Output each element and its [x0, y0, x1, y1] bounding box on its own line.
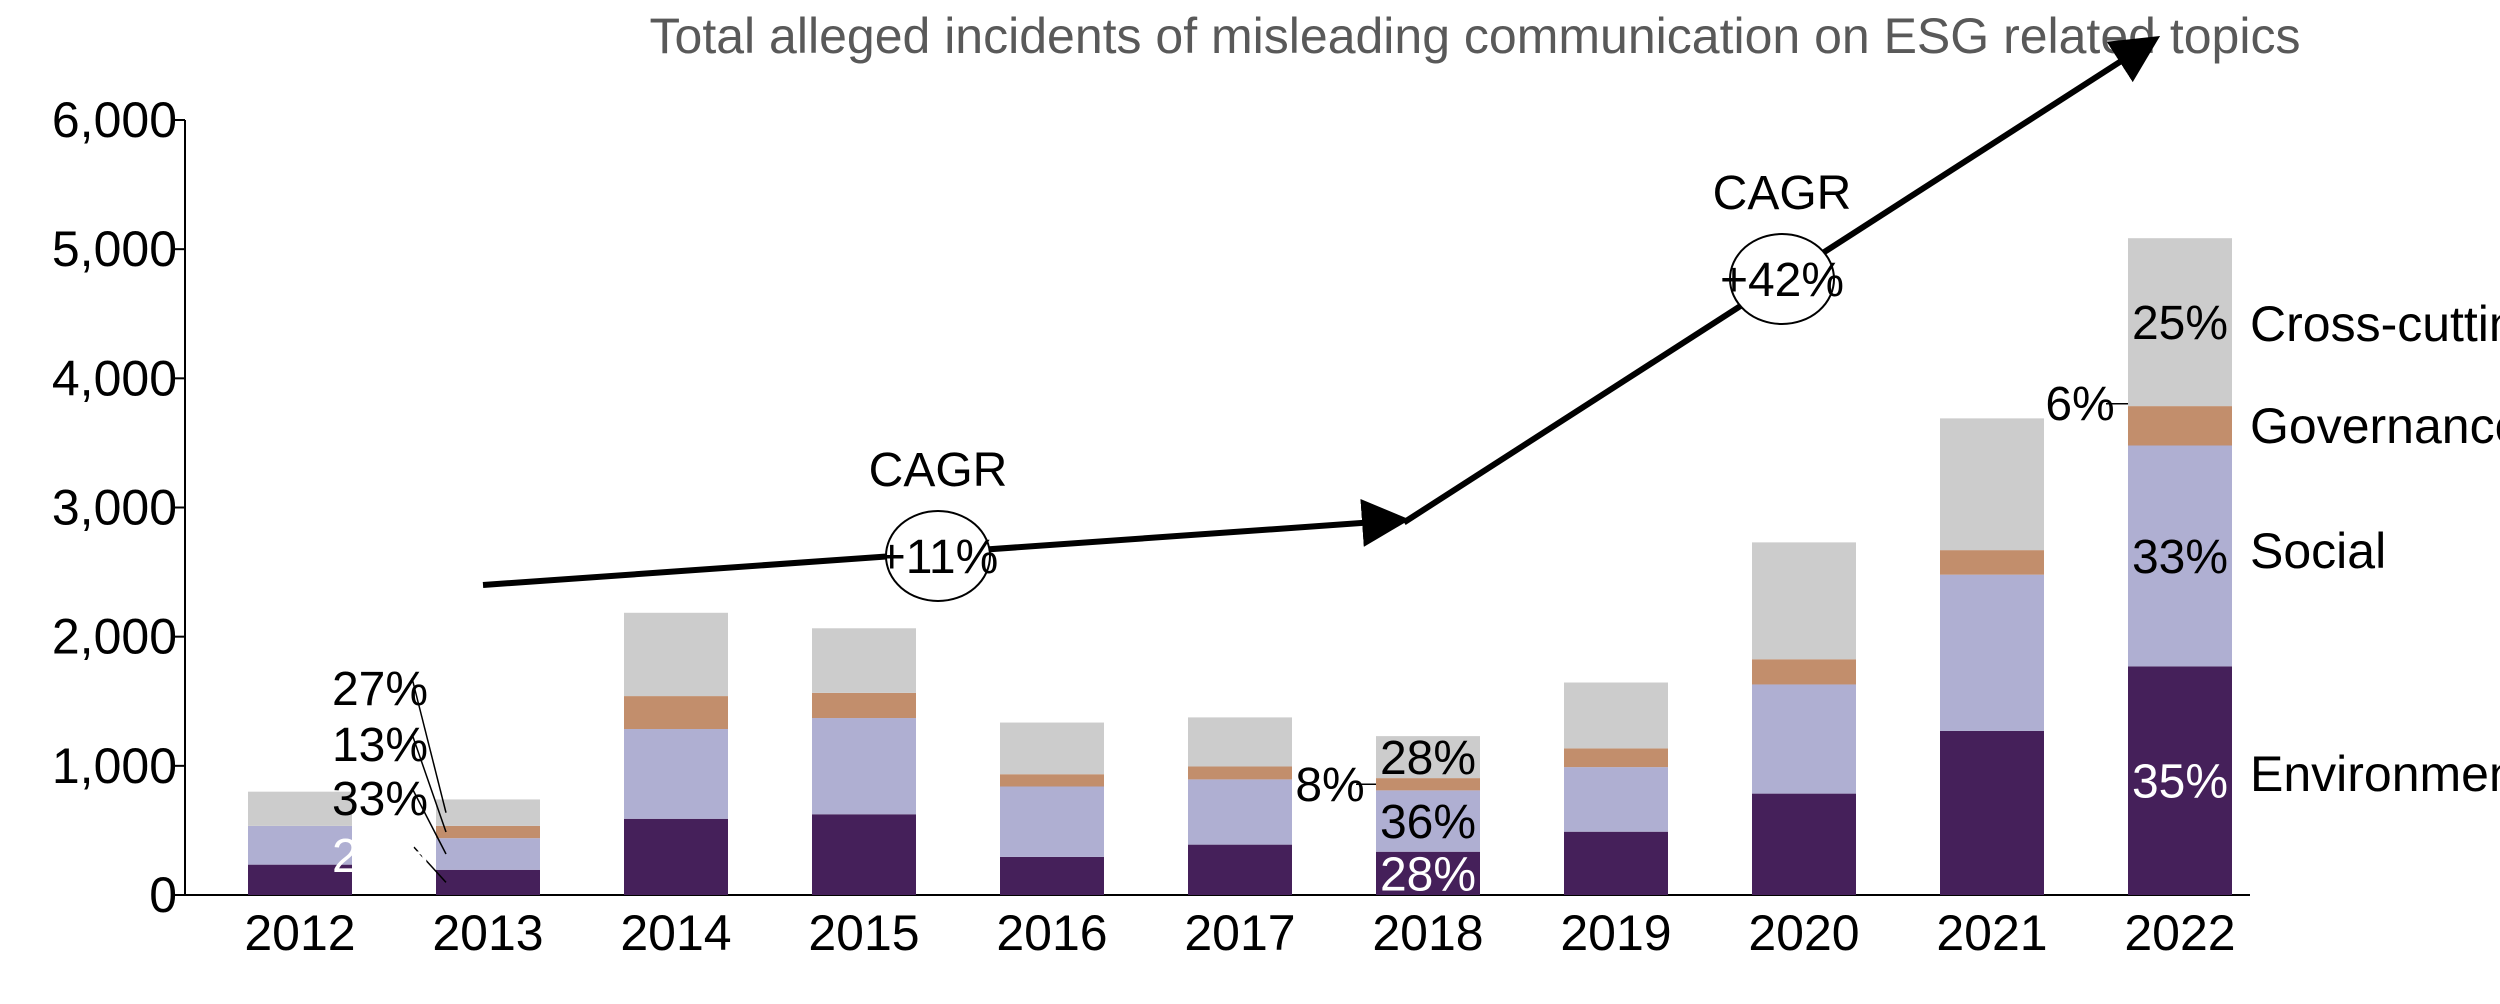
- x-tick-label: 2016: [996, 905, 1107, 961]
- segment-label-2013-environment: 27%: [332, 830, 428, 883]
- cagr-annotations: CAGR +11% CAGR +42%: [482, 36, 2161, 602]
- cagr-ellipse-2018-2022: [1729, 233, 1835, 325]
- bar-segment-social-2020: [1752, 684, 1856, 794]
- bar-segment-cross-cutting-2014: [624, 612, 728, 697]
- x-tick-label: 2014: [620, 905, 731, 961]
- bar-segment-cross-cutting-2015: [812, 628, 916, 693]
- bar-segment-social-2021: [1940, 574, 2044, 731]
- bar-segment-environment-2015: [812, 814, 916, 895]
- segment-label-2022-social: 33%: [2132, 531, 2228, 584]
- bar-segment-cross-cutting-2016: [1000, 722, 1104, 775]
- segment-label-2022-governance: 6%: [2045, 378, 2114, 431]
- x-tick-label: 2018: [1372, 905, 1483, 961]
- x-tick-label: 2013: [432, 905, 543, 961]
- segment-label-2022-cross-cutting: 25%: [2132, 297, 2228, 350]
- x-tick-label: 2021: [1936, 905, 2047, 961]
- bar-segment-social-2012: [248, 825, 352, 865]
- segment-label-2018-governance: 8%: [1295, 759, 1364, 812]
- bar-segment-governance-2019: [1564, 748, 1668, 768]
- bar-segment-governance-2018: [1376, 778, 1480, 791]
- label-leader-line: [411, 677, 447, 813]
- bar-segment-environment-2022: [2128, 666, 2232, 895]
- segment-label-2013-governance: 13%: [332, 719, 428, 772]
- segment-label-2013-social: 33%: [332, 773, 428, 826]
- bar-segment-cross-cutting-2017: [1188, 717, 1292, 767]
- cagr-value-2018-2022: +42%: [1720, 254, 1844, 307]
- legend-entry-social: Social: [2250, 523, 2386, 579]
- bar-segment-social-2019: [1564, 767, 1668, 832]
- label-leader-line: [411, 787, 447, 855]
- bar-segment-cross-cutting-2019: [1564, 682, 1668, 749]
- bar-segment-environment-2017: [1188, 844, 1292, 895]
- bar-segment-cross-cutting-2012: [248, 791, 352, 826]
- bar-segment-environment-2019: [1564, 831, 1668, 895]
- label-leader-line: [411, 733, 447, 833]
- legend-entry-environment: Environment: [2250, 746, 2500, 802]
- bar-segment-environment-2012: [248, 864, 352, 895]
- cagr-label-2013-2018: CAGR: [869, 444, 1008, 497]
- bar-segment-social-2014: [624, 729, 728, 819]
- x-tick-label: 2017: [1184, 905, 1295, 961]
- bar-segment-environment-2020: [1752, 793, 1856, 895]
- bar-segment-environment-2018: [1376, 851, 1480, 895]
- chart-title: Total alleged incidents of misleading co…: [650, 8, 2301, 64]
- y-tick-label: 6,000: [52, 92, 177, 148]
- cagr-ellipse-2013-2018: [885, 510, 991, 602]
- cagr-label-2018-2022: CAGR: [1713, 167, 1852, 220]
- bar-segment-social-2015: [812, 718, 916, 815]
- bar-segment-social-2018: [1376, 790, 1480, 852]
- x-tick-label: 2015: [808, 905, 919, 961]
- bar-segment-governance-2022: [2128, 406, 2232, 446]
- y-tick-label: 1,000: [52, 738, 177, 794]
- segment-label-2018-cross-cutting: 28%: [1380, 732, 1476, 785]
- y-tick-label: 2,000: [52, 609, 177, 665]
- bar-segment-governance-2017: [1188, 766, 1292, 780]
- segment-label-2018-environment: 28%: [1380, 848, 1476, 901]
- label-leader-line: [411, 844, 447, 883]
- bars: [248, 238, 2232, 895]
- bar-segment-environment-2013: [436, 869, 540, 895]
- bar-segment-governance-2013: [436, 825, 540, 839]
- legend: Environment Social Governance Cross-cutting: [2250, 296, 2500, 802]
- bar-segment-cross-cutting-2020: [1752, 542, 1856, 660]
- legend-entry-cross-cutting: Cross-cutting: [2250, 296, 2500, 352]
- x-tick-label: 2020: [1748, 905, 1859, 961]
- bar-segment-governance-2020: [1752, 659, 1856, 685]
- bar-segment-governance-2016: [1000, 774, 1104, 787]
- bar-segment-governance-2015: [812, 692, 916, 719]
- y-tick-label: 4,000: [52, 350, 177, 406]
- bar-segment-governance-2021: [1940, 550, 2044, 575]
- bar-segment-environment-2014: [624, 818, 728, 895]
- bar-segment-governance-2014: [624, 696, 728, 730]
- bar-segment-cross-cutting-2021: [1940, 418, 2044, 551]
- bar-segment-environment-2016: [1000, 856, 1104, 895]
- bar-segment-social-2016: [1000, 786, 1104, 857]
- segment-labels: 27%33%13%27%28%36%8%28% 35%33%6%25%: [332, 297, 2228, 901]
- bar-segment-social-2022: [2128, 445, 2232, 667]
- bar-segment-social-2017: [1188, 779, 1292, 845]
- bar-segment-cross-cutting-2018: [1376, 736, 1480, 779]
- segment-label-2022-environment: 35%: [2132, 756, 2228, 809]
- segment-label-2018-social: 36%: [1380, 796, 1476, 849]
- bar-segment-cross-cutting-2022: [2128, 238, 2232, 407]
- y-tick-label: 5,000: [52, 221, 177, 277]
- y-tick-label: 0: [149, 867, 177, 923]
- x-tick-label: 2019: [1560, 905, 1671, 961]
- segment-label-2013-cross-cutting: 27%: [332, 663, 428, 716]
- legend-entry-governance: Governance: [2250, 398, 2500, 454]
- bar-segment-environment-2021: [1940, 730, 2044, 895]
- bar-segment-social-2013: [436, 838, 540, 870]
- bar-segment-cross-cutting-2013: [436, 799, 540, 826]
- x-tick-label: 2012: [244, 905, 355, 961]
- y-tick-label: 3,000: [52, 480, 177, 536]
- x-tick-label: 2022: [2124, 905, 2235, 961]
- cagr-value-2013-2018: +11%: [878, 531, 999, 584]
